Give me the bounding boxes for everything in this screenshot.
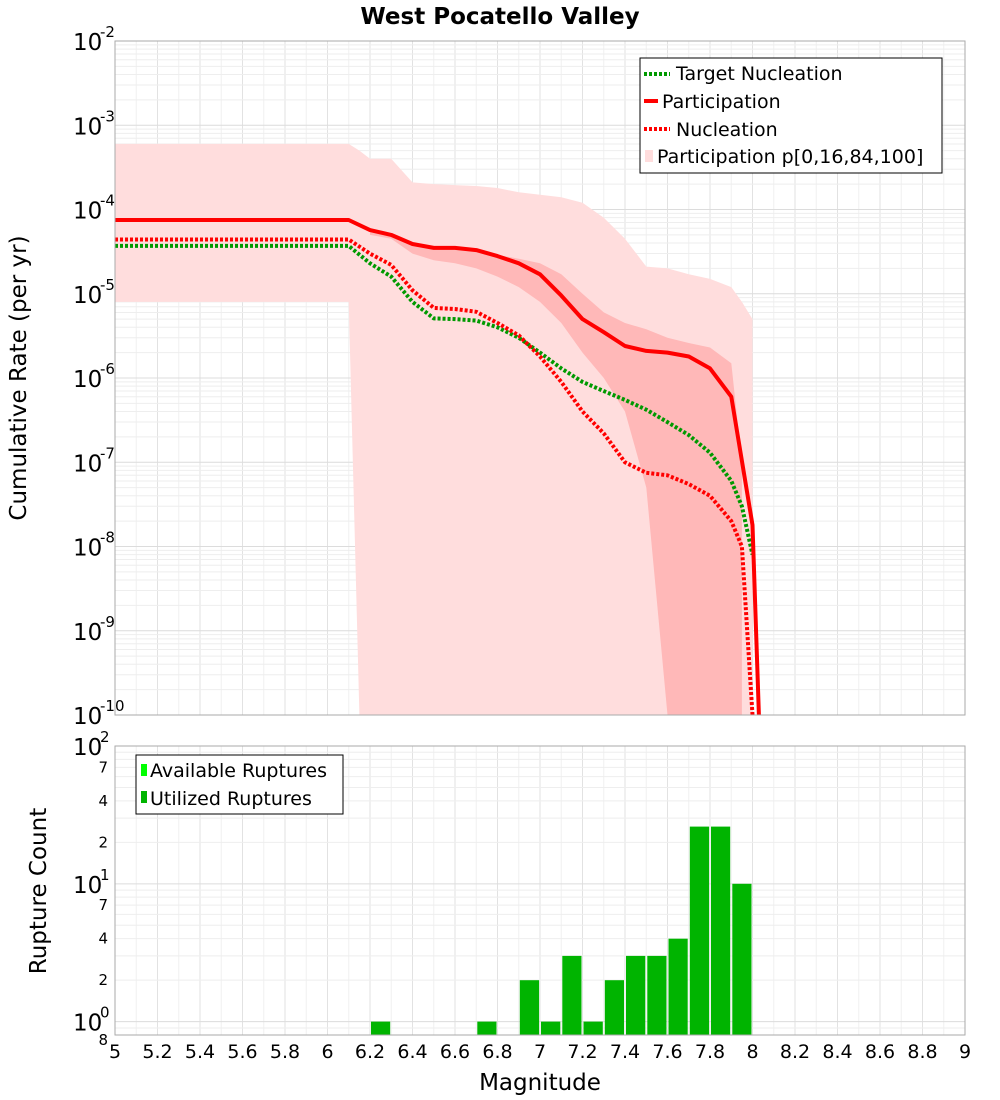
- rupture-bar: [519, 980, 540, 1035]
- x-tick-label: 8.4: [822, 1041, 852, 1063]
- count-y-tick-exponent: 1: [100, 866, 110, 884]
- rupture-bar: [668, 938, 688, 1035]
- count-y-minor-tick: 7: [98, 758, 108, 776]
- x-tick-label: 6.2: [355, 1041, 385, 1063]
- rate-legend: Target Nucleation Participation Nucleati…: [639, 57, 943, 174]
- rate-y-tick-exponent: -9: [100, 613, 115, 631]
- rate-y-tick-base: 10: [73, 199, 102, 225]
- rupture-bars: [371, 826, 752, 1035]
- rupture-bar: [647, 955, 667, 1035]
- rupture-bar: [604, 980, 624, 1035]
- count-y-axis-label: Rupture Count: [26, 808, 52, 974]
- x-axis-label: Magnitude: [479, 1070, 601, 1096]
- x-tick-label: 6.6: [440, 1041, 470, 1063]
- rate-y-tick-base: 10: [73, 114, 102, 140]
- rupture-bar: [371, 1021, 391, 1035]
- x-tick-label: 9: [959, 1041, 971, 1063]
- count-y-tick-exponent: 0: [100, 1004, 110, 1022]
- legend-label-utilized-ruptures: Utilized Ruptures: [150, 788, 312, 810]
- count-y-tick-base: 10: [73, 1011, 102, 1037]
- x-tick-label: 6.8: [482, 1041, 512, 1063]
- rate-y-axis-label: Cumulative Rate (per yr): [6, 235, 32, 520]
- rupture-bar: [583, 1021, 603, 1035]
- rate-y-tick-exponent: -10: [100, 697, 125, 715]
- rate-y-tick-base: 10: [73, 620, 102, 646]
- legend-label-participation-band: Participation p[0,16,84,100]: [657, 146, 923, 168]
- x-tick-label: 5.8: [270, 1041, 300, 1063]
- rate-y-tick-base: 10: [73, 536, 102, 562]
- rate-legend-box: [639, 57, 943, 174]
- rate-y-tick-exponent: -8: [100, 529, 115, 547]
- count-legend: Available Ruptures Utilized Ruptures: [135, 754, 344, 815]
- count-y-minor-tick: 7: [98, 896, 108, 914]
- legend-swatch-available-ruptures: [141, 764, 147, 776]
- rate-series-lines: [115, 218, 761, 716]
- rupture-bar: [689, 826, 710, 1035]
- count-y-minor-tick: 2: [98, 971, 108, 989]
- count-legend-box: [135, 754, 344, 815]
- x-tick-label: 6: [321, 1041, 333, 1063]
- chart-title: West Pocatello Valley: [360, 4, 639, 30]
- rate-y-tick-base: 10: [73, 30, 102, 56]
- series-target-nucleation: [115, 243, 755, 556]
- count-y-minor-tick: 8: [98, 1031, 108, 1049]
- rupture-bar: [541, 1021, 561, 1035]
- rate-plot-frame: [114, 40, 966, 716]
- series-participation: [115, 218, 761, 716]
- rupture-bar: [477, 1021, 497, 1035]
- x-tick-label: 7.8: [695, 1041, 725, 1063]
- rate-y-tick-base: 10: [73, 704, 102, 730]
- x-tick-label: 8: [746, 1041, 758, 1063]
- x-tick-label: 5: [109, 1041, 121, 1063]
- legend-label-participation: Participation: [662, 91, 781, 113]
- rate-y-tick-exponent: -4: [100, 192, 115, 210]
- rupture-bar: [562, 955, 582, 1035]
- x-tick-label: 8.6: [865, 1041, 895, 1063]
- rupture-bar: [732, 883, 752, 1035]
- band-p0-p100: [115, 143, 753, 715]
- x-tick-label: 5.4: [185, 1041, 215, 1063]
- x-tick-label: 5.6: [227, 1041, 257, 1063]
- rate-y-tick-exponent: -7: [100, 444, 115, 462]
- count-plot-frame: [114, 745, 966, 1036]
- rate-y-tick-exponent: -6: [100, 360, 115, 378]
- x-tick-label: 5.2: [142, 1041, 172, 1063]
- rupture-bar: [711, 826, 731, 1035]
- series-nucleation: [115, 237, 755, 716]
- count-y-minor-tick: 2: [98, 833, 108, 851]
- rate-y-tick-base: 10: [73, 283, 102, 309]
- rupture-bar: [626, 955, 646, 1035]
- rate-y-tick-base: 10: [73, 451, 102, 477]
- legend-swatch-participation-band: [645, 150, 653, 162]
- rate-y-tick-exponent: -2: [100, 23, 115, 41]
- count-y-tick-base: 10: [73, 873, 102, 899]
- x-tick-label: 7.2: [567, 1041, 597, 1063]
- legend-swatch-utilized-ruptures: [141, 791, 147, 803]
- x-tick-label: 7.6: [652, 1041, 682, 1063]
- legend-label-nucleation: Nucleation: [676, 119, 778, 141]
- legend-label-target-nucleation: Target Nucleation: [675, 63, 843, 85]
- count-y-minor-tick: 4: [98, 930, 108, 948]
- legend-label-available-ruptures: Available Ruptures: [150, 760, 327, 782]
- count-y-tick-base: 10: [73, 735, 102, 761]
- count-y-tick-exponent: 2: [100, 728, 110, 746]
- x-tick-label: 8.2: [780, 1041, 810, 1063]
- x-tick-label: 8.8: [907, 1041, 937, 1063]
- x-tick-label: 6.4: [397, 1041, 427, 1063]
- x-tick-label: 7.4: [610, 1041, 640, 1063]
- rate-y-tick-base: 10: [73, 367, 102, 393]
- rate-y-tick-exponent: -5: [100, 276, 115, 294]
- x-tick-label: 7: [534, 1041, 546, 1063]
- count-y-minor-tick: 4: [98, 792, 108, 810]
- x-tick-labels: 5 5.2 5.4 5.6 5.8 6 6.2 6.4 6.6 6.8 7 7.2 7.4 7.6 7.8 8…: [109, 1041, 971, 1063]
- rate-y-tick-exponent: -3: [100, 107, 115, 125]
